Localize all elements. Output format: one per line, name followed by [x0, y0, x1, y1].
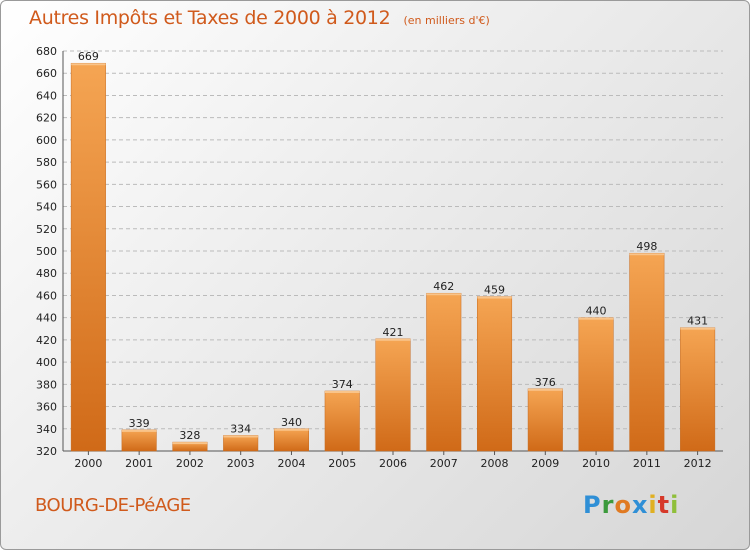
x-tick-label: 2010 [582, 457, 610, 470]
x-tick-label: 2000 [74, 457, 102, 470]
bar-value-label: 374 [332, 378, 353, 391]
bar-value-label: 459 [484, 284, 505, 297]
bar-highlight [375, 338, 411, 341]
bars [70, 62, 716, 452]
proxiti-logo: Proxiti [583, 491, 679, 519]
bar-value-label: 421 [383, 326, 404, 339]
bar [273, 428, 309, 452]
bar-value-label: 431 [687, 315, 708, 328]
bar-highlight [172, 442, 208, 445]
logo-letter: r [601, 491, 615, 519]
x-tick-label: 2004 [277, 457, 305, 470]
bar [324, 390, 360, 452]
bar-highlight [528, 388, 563, 391]
bar-value-label: 340 [281, 416, 302, 429]
logo-letter: x [631, 491, 649, 519]
bar [70, 62, 106, 452]
value-labels: 669 339 328 334 340 374 421 462 459 376 440 498 431 [78, 50, 708, 442]
bar-value-label: 440 [586, 305, 607, 318]
y-tick-label: 580 [36, 156, 57, 169]
x-tick-label: 2001 [125, 457, 153, 470]
y-tick-label: 540 [36, 201, 57, 214]
bar-value-label: 669 [78, 50, 99, 63]
bar-value-label: 328 [179, 429, 200, 442]
y-tick-label: 680 [36, 45, 57, 58]
y-tick-label: 360 [36, 401, 57, 414]
logo-letter: o [614, 491, 632, 519]
y-tick-label: 520 [36, 223, 57, 236]
bar-value-label: 462 [433, 280, 454, 293]
bar-highlight [629, 253, 665, 256]
bar [527, 388, 563, 452]
chart-subtitle: (en milliers d'€) [403, 14, 490, 27]
y-tick-label: 620 [36, 112, 57, 125]
chart-title: Autres Impôts et Taxes de 2000 à 2012 [29, 7, 391, 29]
y-tick-label: 380 [36, 378, 57, 391]
bar-highlight [578, 317, 614, 320]
logo-letter: P [583, 491, 602, 519]
y-tick-label: 560 [36, 178, 57, 191]
bar-highlight [324, 391, 360, 393]
bar-highlight [223, 435, 258, 438]
bar-value-label: 334 [230, 422, 251, 435]
x-tick-label: 2009 [531, 457, 559, 470]
y-tick-label: 460 [36, 289, 57, 302]
bar [629, 252, 665, 452]
bar-highlight [71, 63, 106, 66]
city-name: BOURG-DE-PéAGE [35, 495, 191, 516]
y-tick-label: 480 [36, 267, 57, 280]
bar [477, 296, 513, 452]
bar-value-label: 339 [129, 417, 150, 430]
bar-highlight [477, 296, 512, 299]
bar-highlight [121, 429, 157, 432]
y-tick-label: 660 [36, 67, 57, 80]
y-tick-label: 400 [36, 356, 57, 369]
y-tick-label: 500 [36, 245, 57, 258]
bar [223, 435, 259, 452]
bar [680, 327, 716, 452]
bar [121, 429, 157, 452]
y-tick-label: 320 [36, 445, 57, 458]
x-tick-label: 2006 [379, 457, 407, 470]
y-tick-label: 340 [36, 423, 57, 436]
logo-letter: i [670, 491, 680, 519]
bar [426, 292, 462, 452]
x-tick-label: 2003 [227, 457, 255, 470]
logo-letter: i [648, 491, 658, 519]
x-tick-label: 2002 [176, 457, 204, 470]
x-tick-label: 2005 [328, 457, 356, 470]
bar-value-label: 376 [535, 376, 556, 389]
bar-value-label: 498 [636, 240, 657, 253]
bar-highlight [274, 428, 309, 431]
y-tick-label: 440 [36, 312, 57, 325]
y-tick-label: 420 [36, 334, 57, 347]
chart-title-block: Autres Impôts et Taxes de 2000 à 2012 (e… [29, 7, 490, 29]
x-tick-label: 2011 [633, 457, 661, 470]
axes: 320 340 360 380 400 420 440 460 480 500 520 540 560 5… [36, 45, 723, 470]
logo-letter: t [657, 491, 671, 519]
x-tick-label: 2008 [481, 457, 509, 470]
bar [578, 317, 614, 452]
x-tick-label: 2012 [684, 457, 712, 470]
bar-highlight [680, 327, 715, 330]
bar-highlight [426, 293, 462, 296]
bar [375, 338, 411, 452]
y-tick-label: 640 [36, 89, 57, 102]
y-tick-label: 600 [36, 134, 57, 147]
x-tick-label: 2007 [430, 457, 458, 470]
